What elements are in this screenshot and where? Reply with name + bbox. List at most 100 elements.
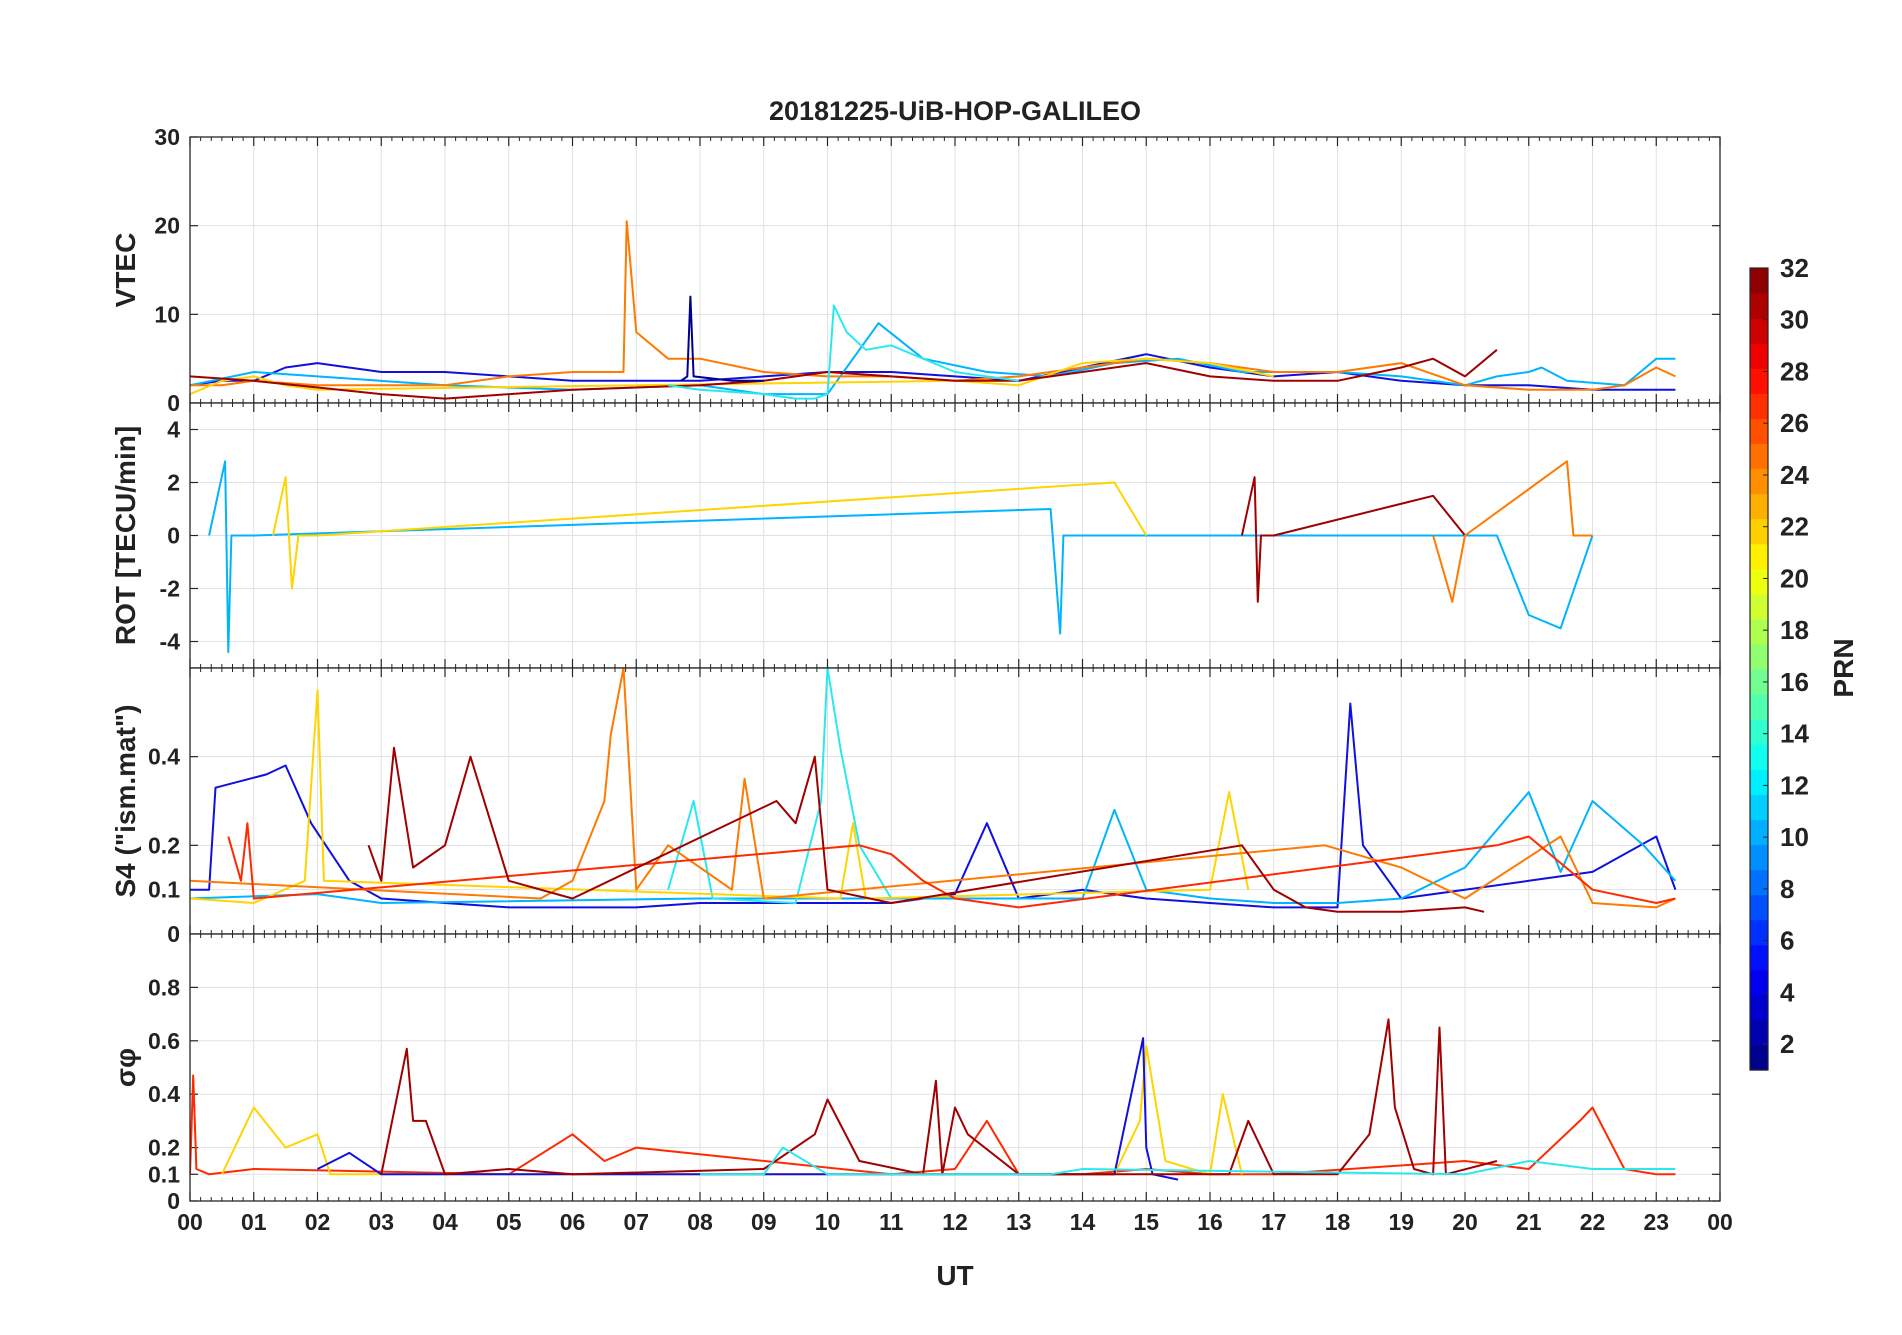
x-tick-label: 21 (1516, 1209, 1542, 1235)
y-tick-label: 0 (167, 1188, 180, 1214)
colorbar-segment (1750, 293, 1768, 319)
colorbar-tick-label: 16 (1780, 667, 1809, 697)
x-tick-label: 10 (815, 1209, 841, 1235)
series-line (190, 1074, 1676, 1176)
x-tick-label: 06 (560, 1209, 586, 1235)
x-tick-label: 17 (1261, 1209, 1287, 1235)
colorbar-tick-label: 6 (1780, 926, 1794, 956)
series-line (190, 349, 1498, 400)
y-axis-label: ROT [TECU/min] (110, 426, 141, 645)
y-tick-label: 0.1 (148, 1161, 180, 1187)
x-tick-label: 09 (751, 1209, 777, 1235)
colorbar-segment (1750, 669, 1768, 695)
panel-2: -4 -2 0 2 4 ROT [TECU/min] (110, 402, 1721, 669)
y-tick-label: 4 (167, 417, 180, 443)
y-tick-label: 0.1 (148, 877, 180, 903)
y-tick-label: 0.4 (148, 1081, 180, 1107)
colorbar-segment (1750, 568, 1768, 595)
colorbar-frame (1749, 267, 1769, 1071)
colorbar-segment (1750, 593, 1768, 620)
x-tick-label: 12 (942, 1209, 968, 1235)
colorbar-segment (1750, 643, 1768, 670)
x-axis-label: UT (936, 1260, 973, 1291)
colorbar-segment (1750, 869, 1768, 896)
x-tick-label: 15 (1133, 1209, 1159, 1235)
x-tick-label: 07 (623, 1209, 649, 1235)
x-tick-label: 13 (1006, 1209, 1032, 1235)
series-line (700, 1146, 1676, 1176)
colorbar-segment (1750, 443, 1768, 470)
colorbar-segment (1750, 368, 1768, 394)
colorbar-segment (1750, 468, 1768, 495)
series-line (190, 220, 1676, 391)
colorbar-tick-label: 26 (1780, 408, 1809, 438)
panel-series-group (190, 668, 1677, 913)
panel-series-group (190, 1018, 1676, 1181)
x-tick-label: 22 (1580, 1209, 1606, 1235)
series-line (227, 822, 1676, 909)
panel-1: 0 10 20 30 VTEC (110, 124, 1721, 416)
colorbar-segment (1750, 994, 1768, 1021)
series-line (190, 668, 1676, 909)
colorbar-tick-label: 12 (1780, 770, 1809, 800)
series-line (1432, 460, 1593, 603)
colorbar-tick-label: 24 (1780, 460, 1809, 490)
panel-series-group (208, 460, 1594, 654)
x-tick-label: 20 (1452, 1209, 1478, 1235)
colorbar-tick-label: 4 (1780, 977, 1795, 1007)
panel-series-group (190, 220, 1676, 400)
colorbar-segment (1750, 769, 1768, 795)
colorbar-tick-label: 2 (1780, 1029, 1794, 1059)
y-tick-label: 0 (167, 390, 180, 416)
x-tick-label: 08 (687, 1209, 713, 1235)
colorbar-tick-label: 14 (1780, 719, 1809, 749)
y-tick-label: 0 (167, 523, 180, 549)
colorbar-segment (1750, 719, 1768, 745)
series-line (190, 689, 1250, 904)
y-tick-label: 2 (167, 470, 180, 496)
colorbar-segment (1750, 543, 1768, 570)
colorbar-segment (1750, 1044, 1768, 1071)
y-tick-label: 0.2 (148, 1135, 180, 1161)
colorbar-segment (1750, 418, 1768, 445)
colorbar-segment (1750, 819, 1768, 846)
colorbar-segment (1750, 894, 1768, 921)
x-tick-label: 00 (177, 1209, 203, 1235)
colorbar-tick-label: 30 (1780, 305, 1809, 335)
colorbar-segment (1750, 844, 1768, 871)
colorbar-segment (1750, 794, 1768, 820)
y-tick-label: 0.2 (148, 832, 180, 858)
series-line (680, 295, 764, 382)
y-tick-label: 20 (154, 213, 180, 239)
x-tick-label: 11 (879, 1209, 904, 1235)
colorbar-segment (1750, 944, 1768, 971)
y-tick-label: 0.8 (148, 974, 180, 1000)
colorbar-segment (1750, 518, 1768, 545)
colorbar-tick-label: 8 (1780, 874, 1794, 904)
series-line (667, 668, 893, 904)
series-line (208, 460, 1594, 654)
colorbar-tick-label: 20 (1780, 563, 1809, 593)
colorbar-segment (1750, 318, 1768, 344)
x-tick-label: 16 (1197, 1209, 1223, 1235)
colorbar-tick-label: 28 (1780, 356, 1809, 386)
colorbar-tick-label: 22 (1780, 512, 1809, 542)
colorbar-segment (1750, 744, 1768, 770)
x-tick-label: 02 (305, 1209, 331, 1235)
chart-title: 20181225-UiB-HOP-GALILEO (769, 96, 1141, 126)
series-line (271, 476, 1148, 590)
y-tick-label: 10 (154, 301, 180, 327)
colorbar-segment (1750, 919, 1768, 946)
y-axis-label: VTEC (110, 233, 141, 308)
colorbar-segment (1750, 1019, 1768, 1046)
colorbar-segment (1750, 343, 1768, 369)
colorbar-tick-label: 32 (1780, 253, 1809, 283)
x-tick-label: 03 (368, 1209, 394, 1235)
y-tick-label: -2 (160, 576, 180, 602)
colorbar-segment (1750, 393, 1768, 419)
x-tick-label: 00 (1707, 1209, 1733, 1235)
